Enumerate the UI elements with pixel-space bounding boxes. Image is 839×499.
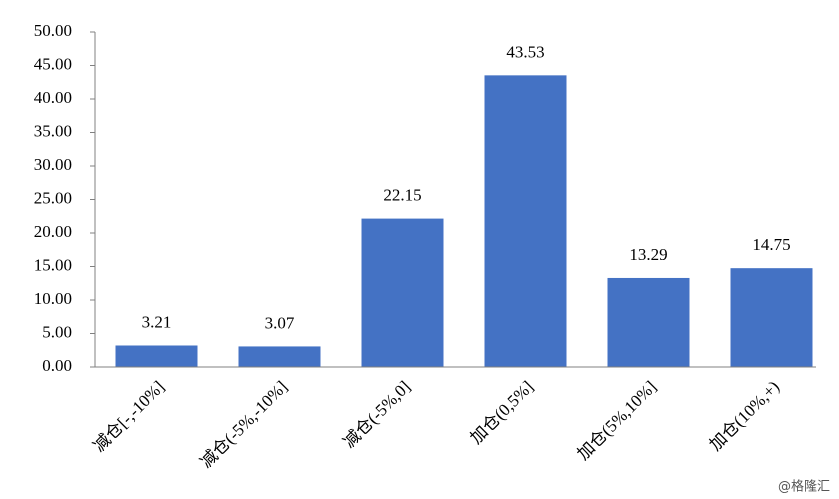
y-tick-label: 30.00 <box>34 155 72 174</box>
x-tick-label: 减仓[-,-10%] <box>90 377 169 456</box>
y-tick-label: 10.00 <box>34 289 72 308</box>
watermark: @格隆汇 <box>778 479 830 495</box>
y-tick-label: 0.00 <box>42 356 72 375</box>
x-tick-label: 加仓(10%,+) <box>706 377 783 454</box>
y-tick-label: 45.00 <box>34 54 72 73</box>
bar <box>238 346 321 367</box>
y-tick-label: 15.00 <box>34 255 72 274</box>
bar <box>607 277 690 367</box>
value-label: 13.29 <box>629 245 667 264</box>
x-tick-label: 减仓(-5%,-10%] <box>197 377 292 472</box>
bar <box>115 345 198 367</box>
bar <box>361 218 444 367</box>
value-label: 14.75 <box>752 235 790 254</box>
y-tick-label: 5.00 <box>42 322 72 341</box>
x-tick-label: 加仓(5%,10%] <box>574 377 661 464</box>
x-tick-label: 加仓(0,5%] <box>467 377 538 448</box>
value-label: 43.53 <box>506 42 544 61</box>
x-tick-label: 减仓(-5%,0] <box>340 377 415 452</box>
y-tick-label: 35.00 <box>34 121 72 140</box>
y-tick-label: 25.00 <box>34 188 72 207</box>
value-label: 22.15 <box>383 186 421 205</box>
bar <box>484 75 567 367</box>
value-label: 3.21 <box>142 312 172 331</box>
y-tick-label: 40.00 <box>34 88 72 107</box>
y-tick-label: 50.00 <box>34 21 72 40</box>
value-label: 3.07 <box>265 313 295 332</box>
bar <box>730 268 813 367</box>
y-tick-label: 20.00 <box>34 222 72 241</box>
